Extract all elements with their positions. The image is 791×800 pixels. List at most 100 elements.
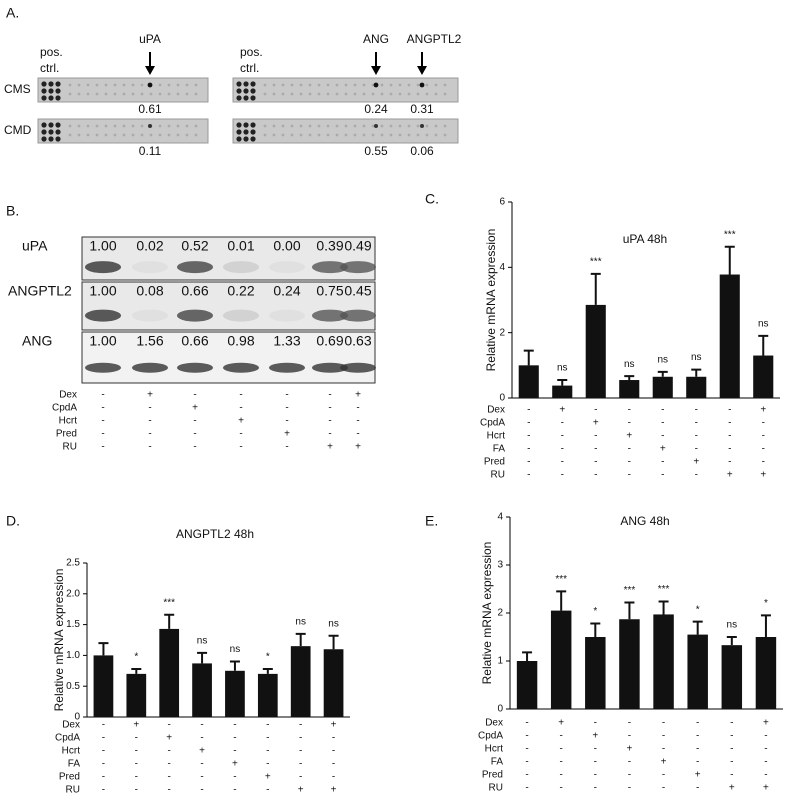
spot-value: 0.55 [364,144,388,158]
control-spot [48,81,54,87]
error-bar [522,651,533,661]
treatment-sign: - [662,718,665,729]
array-spot [308,92,312,96]
treatment-sign: + [660,444,666,455]
array-spot [380,83,384,87]
treatment-sign: - [332,733,335,744]
array-spot [380,124,384,128]
control-spot [243,81,249,87]
treatment-sign: - [762,444,765,455]
treatment-sign: - [695,470,698,481]
treatment-sign: - [525,744,528,755]
band-value: 0.02 [136,238,163,254]
treatment-sign: + [760,405,766,416]
bar [719,274,740,398]
array-spot [380,92,384,96]
treatment-sign: - [285,390,288,401]
treatment-sign: - [628,718,631,729]
array-spot [407,92,411,96]
treatment-sign: + [331,785,337,796]
treatment-sign: - [332,759,335,770]
treatment-sign: - [730,718,733,729]
treatment-sign: - [239,390,242,401]
array-spot [308,83,312,87]
array-spot [308,133,312,137]
significance: ns [557,363,568,374]
treatment-label: CpdA [55,733,80,744]
treatment-sign: - [594,718,597,729]
treatment-label: Hcrt [485,744,504,755]
treatment-sign: - [233,720,236,731]
bar [619,619,640,709]
array-spot [281,92,285,96]
treatment-sign: - [764,757,767,768]
array-spot [299,133,303,137]
treatment-sign: - [560,744,563,755]
treatment-sign: + [298,785,304,796]
treatment-label: Pred [59,772,80,783]
treatment-sign: + [331,720,337,731]
treatment-sign: - [628,470,631,481]
array-spot [290,92,294,96]
treatment-sign: - [266,720,269,731]
band [312,362,348,373]
treatment-sign: - [135,759,138,770]
error-bar [657,370,668,377]
array-spot [335,124,339,128]
panel-label: D. [6,513,20,529]
treatment-label: FA [493,444,506,455]
band-value: 0.00 [273,238,300,254]
arrow-head [417,66,427,75]
control-spot [236,81,242,87]
array-spot [317,83,321,87]
bar [192,663,212,717]
band [85,261,121,274]
y-tick-label: 3 [497,560,503,571]
band-value: 0.98 [227,333,254,349]
treatment-sign: - [299,746,302,757]
error-bar [328,634,339,650]
treatment-sign: - [695,405,698,416]
treatment-sign: - [561,431,564,442]
significance: ns [657,355,668,366]
y-tick-label: 1.0 [66,650,80,661]
control-spot [48,136,54,142]
treatment-sign: + [166,733,172,744]
array-spot [326,83,330,87]
control-spot [236,129,242,135]
significance: *** [658,584,670,595]
band [132,362,168,373]
error-bar [658,600,669,615]
treatment-sign: - [662,731,665,742]
array-spot [122,133,126,137]
array-spot [308,124,312,128]
band [177,309,213,322]
array-spot [371,92,375,96]
treatment-sign: - [561,470,564,481]
band-value: 0.22 [227,283,254,299]
array-spot [425,133,429,137]
array-spot [398,83,402,87]
treatment-sign: - [594,457,597,468]
bar [93,655,114,717]
array-spot [281,124,285,128]
treatment-sign: - [285,416,288,427]
bar [552,385,573,398]
treatment-sign: - [527,444,530,455]
array-spot [131,124,135,128]
control-spot [236,122,242,128]
array-spot [77,83,81,87]
significance: *** [724,229,736,240]
array-spot [362,133,366,137]
array-spot [443,124,447,128]
treatment-sign: - [628,405,631,416]
treatment-label: Pred [56,429,77,440]
treatment-sign: - [168,785,171,796]
bar [225,670,245,717]
error-bar [557,379,568,386]
treatment-sign: + [558,718,564,729]
array-spot [167,92,171,96]
treatment-sign: - [661,431,664,442]
treatment-sign: - [285,442,288,453]
treatment-label: Dex [485,718,503,729]
